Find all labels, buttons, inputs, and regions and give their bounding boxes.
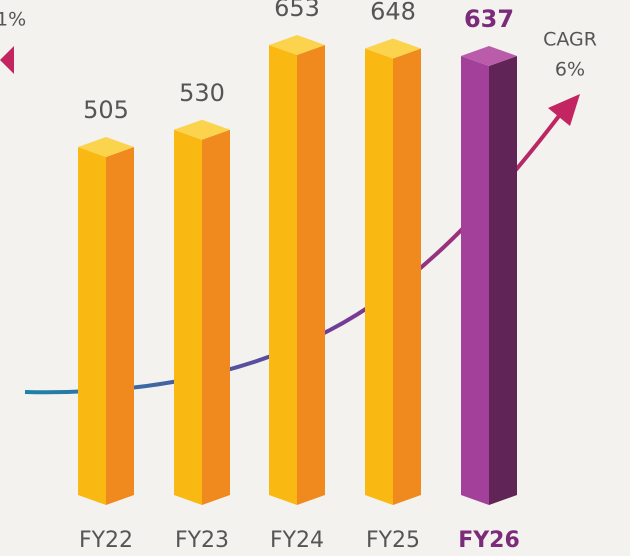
value-label: 505 <box>83 96 129 124</box>
value-label: 648 <box>370 0 416 25</box>
category-label: FY22 <box>79 528 133 553</box>
bar <box>78 136 134 505</box>
bar-top <box>269 35 325 55</box>
bar-side <box>106 146 134 505</box>
category-label: FY26 <box>458 528 520 553</box>
bar <box>461 46 517 506</box>
bar-side <box>489 56 517 506</box>
bar <box>365 38 421 505</box>
bar-top <box>78 136 134 157</box>
value-label: 653 <box>274 0 320 22</box>
bar-top <box>461 46 517 67</box>
cagr-value: 6% <box>555 59 585 81</box>
bar-top <box>365 38 421 59</box>
left-arrow-head <box>0 46 14 74</box>
value-label: 530 <box>179 79 225 107</box>
category-label: FY24 <box>270 528 324 553</box>
bar-front <box>174 129 202 505</box>
cropped-label: 1% <box>0 9 26 31</box>
bar-side <box>297 45 325 505</box>
bar-front <box>269 45 297 505</box>
bar <box>174 119 230 505</box>
bar-side <box>393 48 421 505</box>
value-label: 637 <box>464 5 514 33</box>
bar-front <box>365 48 393 505</box>
bar-top <box>174 119 230 140</box>
cagr-label: CAGR <box>543 29 597 51</box>
bars: 505 FY22 530 FY23 653 FY24 648 FY25 637 FY26 <box>78 0 520 553</box>
bar-front <box>461 56 489 506</box>
bar-side <box>202 129 230 505</box>
trend-arrow-head <box>548 94 580 126</box>
category-label: FY25 <box>366 528 420 553</box>
bar-front <box>78 146 106 505</box>
bar <box>269 35 325 505</box>
category-label: FY23 <box>175 528 229 553</box>
